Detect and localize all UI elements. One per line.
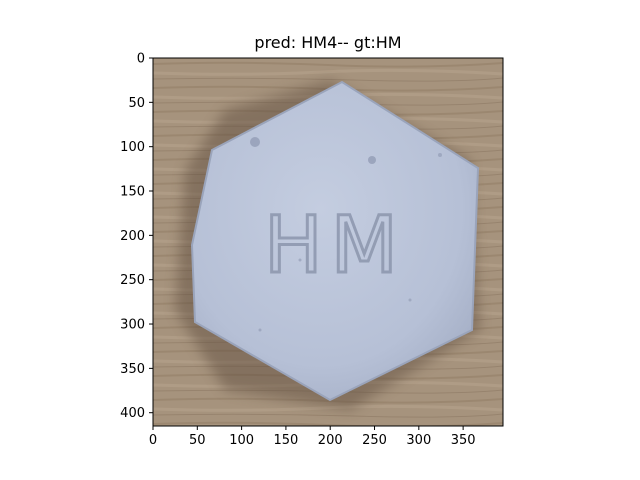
x-tick-label: 100 bbox=[229, 433, 254, 448]
x-tick-label: 350 bbox=[451, 433, 476, 448]
y-tick-label: 250 bbox=[120, 273, 145, 288]
y-tick-label: 0 bbox=[137, 52, 145, 67]
x-tick-label: 0 bbox=[149, 433, 157, 448]
figure-title: pred: HM4-- gt:HM bbox=[254, 33, 402, 52]
x-tick-label: 50 bbox=[189, 433, 206, 448]
y-tick-label: 50 bbox=[128, 96, 145, 111]
y-tick-label: 300 bbox=[120, 318, 145, 333]
x-tick-label: 250 bbox=[362, 433, 387, 448]
y-tick-label: 400 bbox=[120, 406, 145, 421]
x-tick-label: 150 bbox=[273, 433, 298, 448]
x-tick-label: 200 bbox=[318, 433, 343, 448]
y-tick-label: 350 bbox=[120, 362, 145, 377]
pill-imprint: HM bbox=[264, 201, 406, 291]
pill-photo: HM bbox=[153, 58, 503, 426]
y-tick-label: 150 bbox=[120, 185, 145, 200]
x-tick-label: 300 bbox=[406, 433, 431, 448]
pill-tablet: HM bbox=[190, 80, 480, 402]
y-tick-label: 100 bbox=[120, 140, 145, 155]
plot-frame bbox=[152, 57, 504, 427]
x-axis: 0 50 100 150 200 250 300 350 bbox=[149, 426, 476, 448]
y-axis: 0 50 100 150 200 250 300 350 400 bbox=[120, 52, 153, 421]
y-tick-label: 200 bbox=[120, 229, 145, 244]
